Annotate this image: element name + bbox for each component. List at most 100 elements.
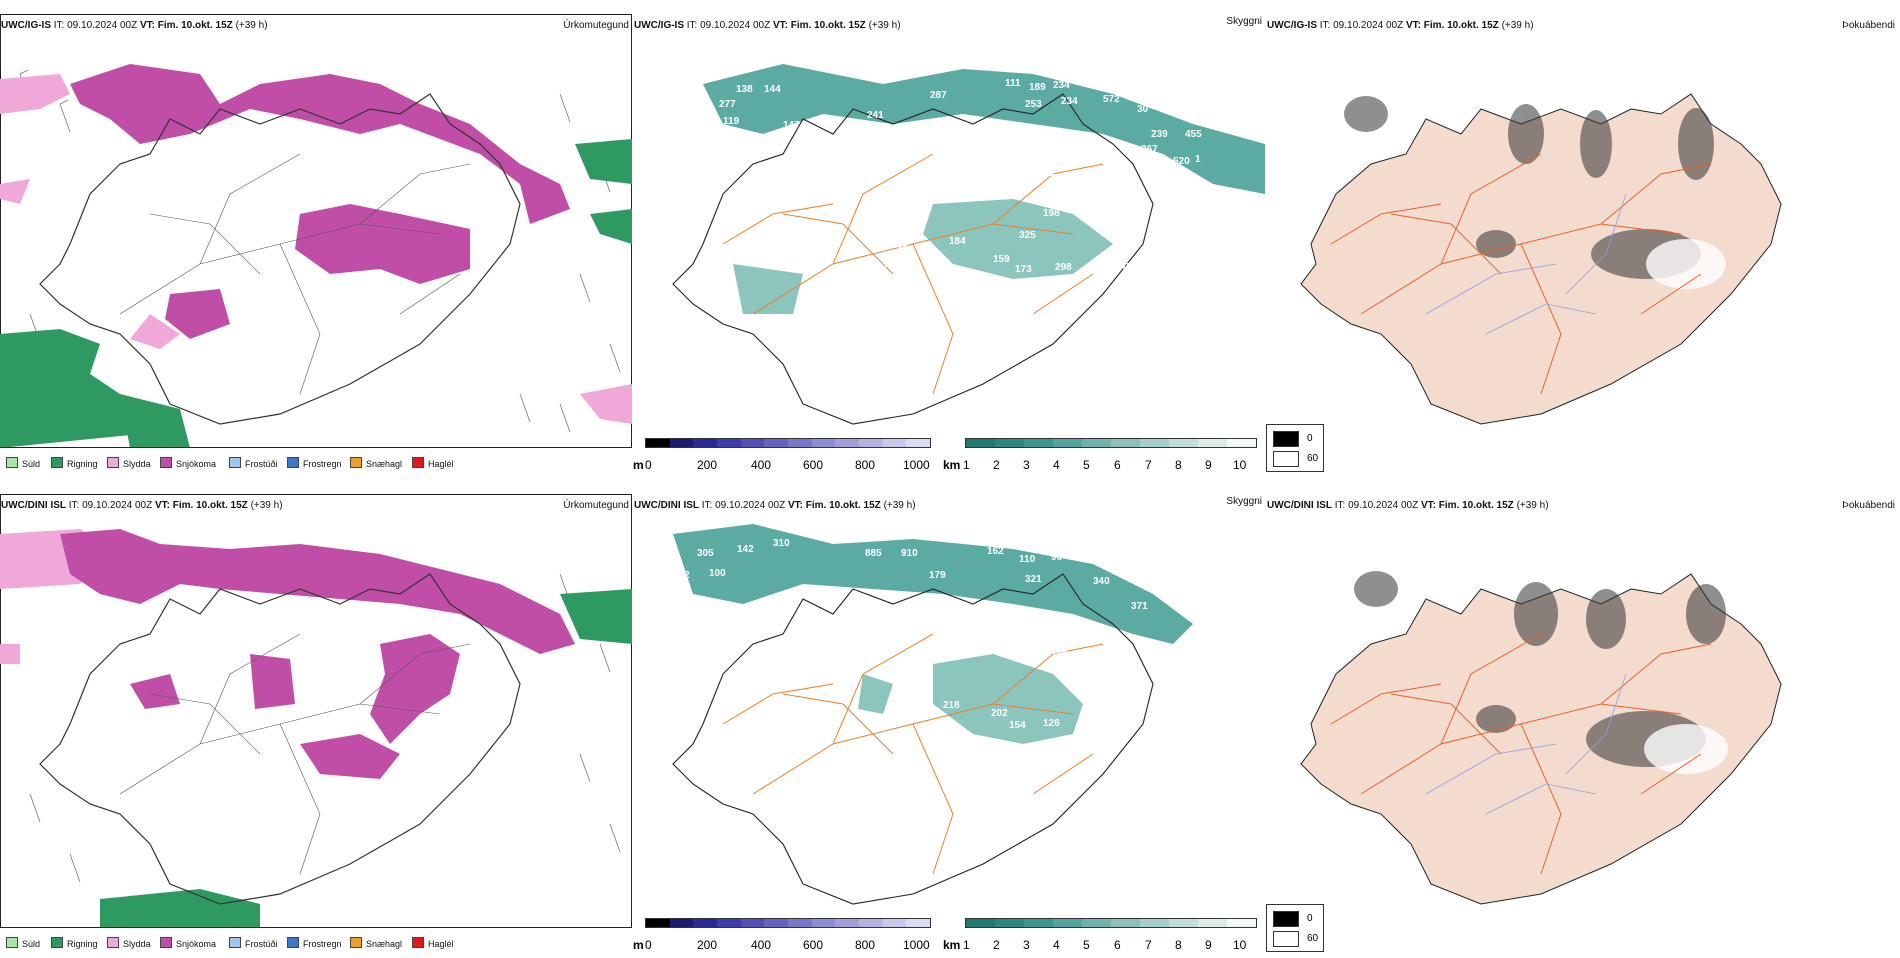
tick: 2 [993, 458, 1000, 472]
height-unit: m [633, 938, 644, 952]
road-network [1330, 633, 1712, 875]
panel-header: UWC/IG-IS IT: 09.10.2024 00Z VT: Fim. 10… [634, 20, 901, 31]
snow-label: 239 [1151, 129, 1168, 140]
fog-legend-swatch [1273, 431, 1299, 447]
snow-label: 198 [1043, 208, 1060, 219]
tick: 6 [1114, 458, 1121, 472]
snow-label: 287 [930, 90, 947, 101]
tick: 2 [993, 938, 1000, 952]
snow-label: 253 [1025, 99, 1042, 110]
visibility-map: 138 144 277 119 147 241 287 111 189 234 … [672, 64, 1265, 425]
snow-label: 110 [1019, 554, 1036, 565]
snow-label: 37 [877, 262, 889, 273]
snow-depth-labels: 310 305 142 692 100 885 910 162 110 96 1… [673, 538, 1148, 731]
snow-label: 100 [709, 568, 726, 579]
snow-label: 38 [979, 620, 991, 631]
snow-label: 310 [773, 538, 790, 549]
snow-label: 42 [897, 244, 909, 255]
fog-legend: 0 60 [1266, 424, 1324, 472]
iceland-land [1300, 93, 1782, 425]
fog-map [1300, 571, 1782, 905]
tick: 1000 [903, 938, 930, 952]
tick: 3 [1023, 458, 1030, 472]
snow-label: 119 [723, 116, 740, 127]
legend-sleet: Slydda [107, 457, 151, 469]
road-network [119, 633, 471, 875]
iceland-outline [39, 573, 521, 905]
legend-freezing-rain: Frostregn [287, 457, 342, 469]
tick: 600 [803, 938, 824, 952]
fog-map [1300, 93, 1782, 425]
tick: 3 [1023, 938, 1030, 952]
panel-header: UWC/DINI ISL IT: 09.10.2024 00Z VT: Fim.… [1267, 500, 1549, 511]
legend-snow-pellets: Snæhagl [350, 457, 402, 469]
tick: 8 [1175, 938, 1182, 952]
panel-header: UWC/IG-IS IT: 09.10.2024 00Z VT: Fim. 10… [1, 20, 268, 31]
snow-label: 138 [736, 84, 753, 95]
legend-hail: Haglél [412, 937, 454, 949]
panel-title: Úrkomutegund [563, 20, 629, 31]
snow-label: 142 [737, 544, 754, 555]
snow-label: 179 [929, 570, 946, 581]
tick: 800 [855, 938, 876, 952]
low-vis-area [733, 199, 1113, 314]
visibility-swatches [965, 438, 1257, 448]
snow-label: 234 [1053, 80, 1070, 91]
panel-title: Þokuábendi [1842, 500, 1895, 511]
snow-label: 218 [943, 700, 960, 711]
snow-label: 145 [1115, 262, 1132, 273]
legend-freezing-drizzle: Frostúði [229, 937, 278, 949]
clear-area [1644, 724, 1728, 774]
panel-title: Þokuábendi [1842, 20, 1895, 31]
snow-label: 147 [783, 120, 800, 131]
snow-label: 184 [949, 236, 966, 247]
tick: 7 [1145, 458, 1152, 472]
panel-title: Skyggni [1226, 496, 1262, 507]
snow-label: 111 [1011, 180, 1027, 191]
panel-title: Skyggni [1226, 16, 1262, 27]
snow-area [70, 64, 570, 224]
tick: 0 [645, 938, 652, 952]
fog-panel-row1: UWC/IG-IS IT: 09.10.2024 00Z VT: Fim. 10… [1266, 14, 1898, 478]
tick: 1 [963, 458, 970, 472]
snow-label: 126 [1043, 718, 1060, 729]
legend-snow-pellets: Snæhagl [350, 937, 402, 949]
visibility-colorbar: km 1 2 3 4 5 6 7 8 9 10 [943, 918, 1258, 952]
snow-label: 30 [1137, 104, 1149, 115]
panel-header: UWC/DINI ISL IT: 09.10.2024 00Z VT: Fim.… [1, 500, 283, 511]
snow-label: 325 [1019, 230, 1036, 241]
tick: 6 [1114, 938, 1121, 952]
snow-depth-labels: 138 144 277 119 147 241 287 111 189 234 … [719, 78, 1202, 275]
snow-label: 96 [1051, 552, 1063, 563]
legend-snow: Snjókoma [160, 937, 216, 949]
tick: 800 [855, 458, 876, 472]
legend-rain: Rigning [51, 457, 98, 469]
height-swatches [645, 918, 931, 928]
visibility-panel-row1: UWC/IG-IS IT: 09.10.2024 00Z VT: Fim. 10… [633, 14, 1265, 478]
snow-label: 394 [1051, 646, 1068, 657]
road-network [722, 633, 1104, 875]
precip-type-panel-row1: UWC/IG-IS IT: 09.10.2024 00Z VT: Fim. 10… [0, 14, 632, 478]
tick: 9 [1205, 458, 1212, 472]
snow-label: 298 [1055, 262, 1072, 273]
iceland-land [1300, 573, 1782, 905]
visibility-panel-row2: UWC/DINI ISL IT: 09.10.2024 00Z VT: Fim.… [633, 494, 1265, 958]
snow-label: 176 [887, 698, 904, 709]
fog-legend-swatch [1273, 931, 1299, 947]
panel-header: UWC/IG-IS IT: 09.10.2024 00Z VT: Fim. 10… [1267, 20, 1534, 31]
tick: 0 [645, 458, 652, 472]
iceland-outline [39, 93, 521, 425]
legend-drizzle: Súld [6, 937, 40, 949]
snow-label: 455 [1185, 129, 1202, 140]
precip-type-panel-row2: UWC/DINI ISL IT: 09.10.2024 00Z VT: Fim.… [0, 494, 632, 958]
snow-label: 111 [1005, 78, 1021, 89]
fog-legend: 0 60 [1266, 904, 1324, 952]
tick: 600 [803, 458, 824, 472]
snow-label: 175 [1041, 616, 1058, 627]
road-network [119, 153, 471, 395]
rivers [1425, 673, 1627, 815]
snow-area [130, 634, 460, 779]
snow-area [295, 204, 470, 284]
fog-legend-swatch [1273, 451, 1299, 467]
legend-sleet: Slydda [107, 937, 151, 949]
